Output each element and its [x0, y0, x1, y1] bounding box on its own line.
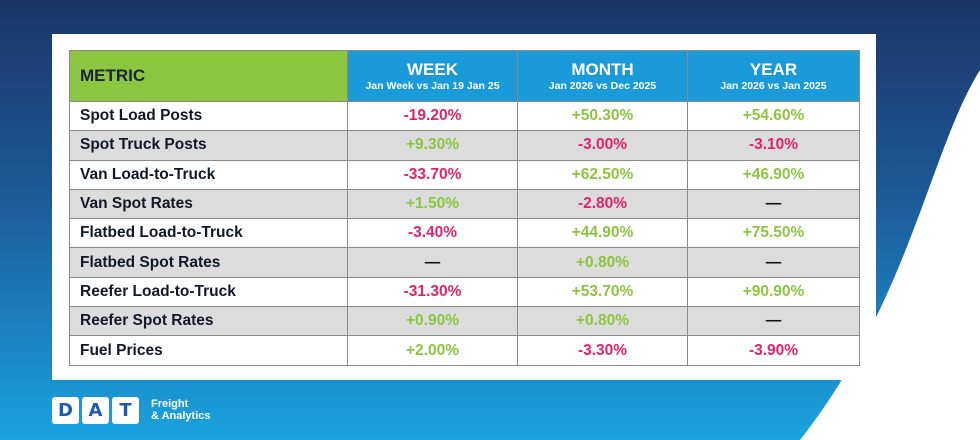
metric-cell: Fuel Prices	[69, 335, 348, 366]
table-row: Reefer Load-to-Truck -31.30% +53.70% +90…	[69, 276, 860, 308]
logo-tagline-line2: & Analytics	[151, 410, 211, 422]
month-cell: +0.80%	[517, 306, 688, 337]
logo-tagline: Freight & Analytics	[151, 398, 211, 422]
year-column-header: YEAR Jan 2026 vs Jan 2025	[687, 50, 860, 102]
metric-cell: Spot Load Posts	[69, 100, 348, 132]
week-cell: +2.00%	[347, 335, 518, 366]
table-row: Fuel Prices +2.00% -3.30% -3.90%	[69, 335, 860, 366]
table-row: Flatbed Load-to-Truck -3.40% +44.90% +75…	[69, 218, 860, 249]
year-cell: —	[687, 247, 860, 278]
logo-letter: T	[112, 396, 139, 424]
month-cell: +53.70%	[517, 276, 688, 308]
dat-logo: D A T Freight & Analytics	[52, 396, 211, 424]
month-cell: +62.50%	[517, 159, 688, 190]
week-column-header: WEEK Jan Week vs Jan 19 Jan 25	[347, 50, 518, 102]
table-row: Spot Truck Posts +9.30% -3.00% -3.10%	[69, 130, 860, 161]
table-row: Spot Load Posts -19.20% +50.30% +54.60%	[69, 100, 860, 132]
year-cell: +46.90%	[687, 159, 860, 190]
metric-column-header: METRIC	[69, 50, 348, 102]
month-subtitle: Jan 2026 vs Dec 2025	[548, 79, 657, 92]
table-row: Van Spot Rates +1.50% -2.80% —	[69, 188, 860, 220]
logo-letter: A	[82, 396, 109, 424]
metric-cell: Van Spot Rates	[69, 188, 348, 220]
metric-cell: Reefer Spot Rates	[69, 306, 348, 337]
table-header-row: METRIC WEEK Jan Week vs Jan 19 Jan 25 MO…	[69, 50, 860, 102]
year-title: YEAR	[749, 59, 798, 79]
week-cell: —	[347, 247, 518, 278]
year-cell: —	[687, 306, 860, 337]
logo-letter: D	[52, 396, 79, 424]
year-cell: +54.60%	[687, 100, 860, 132]
month-column-header: MONTH Jan 2026 vs Dec 2025	[517, 50, 688, 102]
table-row: Reefer Spot Rates +0.90% +0.80% —	[69, 306, 860, 337]
week-cell: +9.30%	[347, 130, 518, 161]
month-cell: -3.00%	[517, 130, 688, 161]
week-cell: -33.70%	[347, 159, 518, 190]
month-cell: +50.30%	[517, 100, 688, 132]
week-cell: -19.20%	[347, 100, 518, 132]
logo-tagline-line1: Freight	[151, 398, 189, 410]
month-cell: +44.90%	[517, 218, 688, 249]
table-row: Van Load-to-Truck -33.70% +62.50% +46.90…	[69, 159, 860, 190]
week-subtitle: Jan Week vs Jan 19 Jan 25	[365, 79, 500, 92]
table-row: Flatbed Spot Rates — +0.80% —	[69, 247, 860, 278]
year-cell: +75.50%	[687, 218, 860, 249]
week-cell: +1.50%	[347, 188, 518, 220]
metric-cell: Van Load-to-Truck	[69, 159, 348, 190]
metric-cell: Flatbed Spot Rates	[69, 247, 348, 278]
month-title: MONTH	[571, 59, 634, 79]
metric-cell: Spot Truck Posts	[69, 130, 348, 161]
year-cell: —	[687, 188, 860, 220]
table-card: METRIC WEEK Jan Week vs Jan 19 Jan 25 MO…	[52, 34, 876, 380]
year-cell: +90.90%	[687, 276, 860, 308]
week-cell: +0.90%	[347, 306, 518, 337]
year-cell: -3.90%	[687, 335, 860, 366]
metric-cell: Flatbed Load-to-Truck	[69, 218, 348, 249]
month-cell: -3.30%	[517, 335, 688, 366]
week-title: WEEK	[407, 59, 458, 79]
metrics-table: METRIC WEEK Jan Week vs Jan 19 Jan 25 MO…	[69, 50, 860, 366]
month-cell: +0.80%	[517, 247, 688, 278]
year-subtitle: Jan 2026 vs Jan 2025	[720, 79, 827, 92]
month-cell: -2.80%	[517, 188, 688, 220]
metric-cell: Reefer Load-to-Truck	[69, 276, 348, 308]
week-cell: -3.40%	[347, 218, 518, 249]
week-cell: -31.30%	[347, 276, 518, 308]
year-cell: -3.10%	[687, 130, 860, 161]
